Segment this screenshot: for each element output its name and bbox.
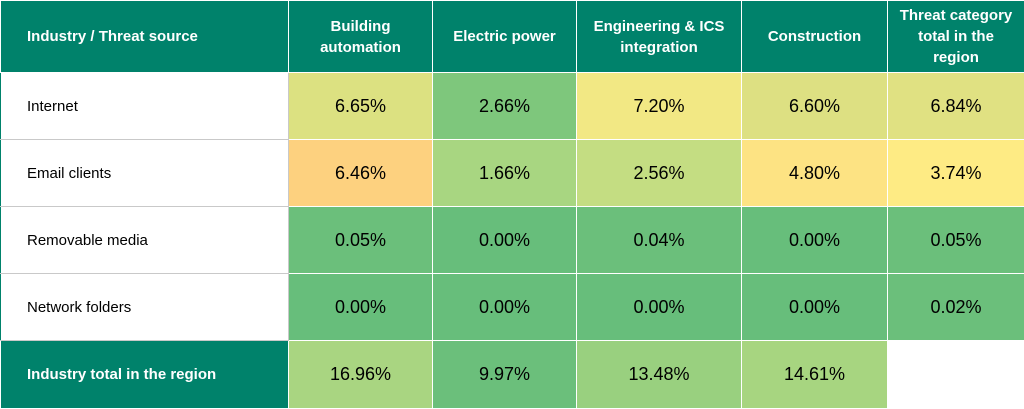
column-header-line: integration — [620, 38, 698, 56]
column-header-line: Building — [330, 17, 391, 35]
heat-cell: 2.56% — [576, 139, 742, 207]
heat-cell: 0.02% — [887, 273, 1024, 341]
total-cell: 16.96% — [288, 340, 433, 409]
column-header-line: total in the — [918, 28, 994, 45]
heat-cell: 6.60% — [741, 72, 888, 140]
heat-cell: 7.20% — [576, 72, 742, 140]
row-internet: Internet 6.65% 2.66% 7.20% 6.60% 6.84% — [0, 72, 1024, 140]
heat-cell: 1.66% — [432, 139, 577, 207]
column-header-electric-power: Electric power — [432, 0, 577, 73]
corner-header-line-1: Industry / — [27, 28, 95, 45]
heat-cell: 0.00% — [576, 273, 742, 341]
column-header-line: Engineering & ICS — [593, 17, 725, 35]
heat-cell: 4.80% — [741, 139, 888, 207]
heat-cell: 0.04% — [576, 206, 742, 274]
heat-cell: 0.00% — [432, 273, 577, 341]
empty-cell — [887, 340, 1024, 409]
heat-cell: 6.84% — [887, 72, 1024, 140]
header-row: Industry / Threat source Building automa… — [0, 0, 1024, 73]
heatmap-body: Internet 6.65% 2.66% 7.20% 6.60% 6.84% E… — [0, 72, 1024, 409]
column-header-line: Electric power — [453, 28, 556, 45]
heat-cell: 6.46% — [288, 139, 433, 207]
row-network-folders: Network folders 0.00% 0.00% 0.00% 0.00% … — [0, 273, 1024, 341]
row-header-internet: Internet — [0, 72, 289, 140]
heat-cell: 0.05% — [887, 206, 1024, 274]
total-cell: 9.97% — [432, 340, 577, 409]
column-header-line: Construction — [767, 28, 862, 45]
row-header-network-folders: Network folders — [0, 273, 289, 341]
heat-cell: 0.00% — [741, 206, 888, 274]
heat-cell: 6.65% — [288, 72, 433, 140]
heat-cell: 2.66% — [432, 72, 577, 140]
row-removable-media: Removable media 0.05% 0.00% 0.04% 0.00% … — [0, 206, 1024, 274]
column-header-construction: Construction — [741, 0, 888, 73]
row-email-clients: Email clients 6.46% 1.66% 2.56% 4.80% 3.… — [0, 139, 1024, 207]
heat-cell: 0.00% — [741, 273, 888, 341]
column-header-building-automation: Building automation — [288, 0, 433, 73]
total-cell: 14.61% — [741, 340, 888, 409]
heat-cell: 0.00% — [432, 206, 577, 274]
column-header-line: Threat category — [899, 7, 1013, 24]
row-header-removable-media: Removable media — [0, 206, 289, 274]
corner-header-line-2: Threat source — [98, 28, 198, 45]
column-header-line: region — [933, 49, 979, 66]
row-industry-total: Industry total in the region 16.96% 9.97… — [0, 340, 1024, 409]
row-header-email-clients: Email clients — [0, 139, 289, 207]
heat-cell: 0.05% — [288, 206, 433, 274]
row-header-industry-total: Industry total in the region — [0, 340, 289, 409]
heat-cell: 0.00% — [288, 273, 433, 341]
corner-header: Industry / Threat source — [0, 0, 289, 73]
column-header-line: automation — [320, 38, 401, 56]
heat-cell: 3.74% — [887, 139, 1024, 207]
total-cell: 13.48% — [576, 340, 742, 409]
column-header-engineering-ics: Engineering & ICS integration — [576, 0, 742, 73]
column-header-threat-category-total: Threat category total in the region — [887, 0, 1024, 73]
